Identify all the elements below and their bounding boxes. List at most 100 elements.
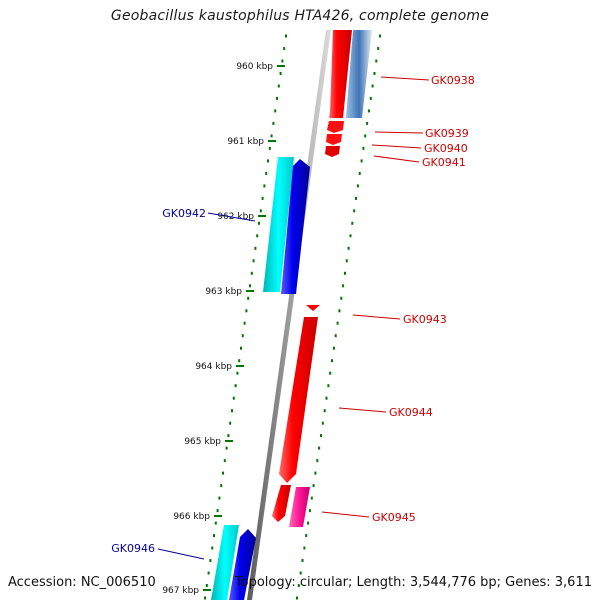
track-dot: [245, 309, 248, 313]
track-dot: [377, 47, 380, 50]
track-dot: [321, 421, 324, 425]
track-dot: [331, 359, 333, 363]
gene-label[interactable]: GK0941: [422, 156, 466, 169]
scale-tick-label: 960 kbp: [236, 62, 273, 72]
gene-leader-line: [338, 407, 387, 413]
track-dot: [332, 346, 335, 350]
scale-tick-label: 962 kbp: [217, 212, 254, 222]
track-dot: [356, 184, 359, 188]
gene-label[interactable]: GK0938: [431, 74, 475, 87]
track-dot: [327, 384, 330, 388]
accession-text: Accession: NC_006510: [8, 575, 156, 590]
track-dot: [218, 496, 221, 500]
gene-arrow-gk0944[interactable]: [279, 317, 318, 483]
scale-tick-label: 965 kbp: [184, 437, 221, 447]
gene-block-gk0946-cyan[interactable]: [211, 525, 239, 600]
track-dot: [351, 221, 354, 225]
gene-label[interactable]: GK0943: [403, 313, 447, 326]
track-dot: [316, 459, 319, 463]
track-dot: [261, 196, 264, 200]
track-dot: [375, 59, 378, 63]
gene-label[interactable]: GK0940: [424, 142, 468, 155]
track-dot: [236, 371, 239, 375]
gene-features: [211, 30, 372, 600]
track-dot: [263, 184, 266, 188]
track-dot: [371, 84, 374, 88]
right-track-dots: [296, 34, 381, 600]
track-dot: [299, 571, 302, 575]
gene-label[interactable]: GK0946: [111, 542, 155, 555]
gene-block-gk0942-cyan[interactable]: [263, 157, 294, 292]
track-dot: [338, 309, 341, 313]
track-dot: [225, 446, 228, 450]
track-dot: [277, 84, 280, 88]
scale-tick-label: 967 kbp: [162, 586, 199, 596]
track-dot: [276, 96, 278, 100]
track-dot: [220, 484, 223, 488]
track-dot: [234, 384, 237, 388]
track-dot: [314, 471, 317, 475]
track-dot: [227, 434, 230, 438]
track-dot: [320, 434, 322, 438]
gene-arrow-gk0943[interactable]: [306, 305, 320, 311]
track-dot: [305, 534, 308, 538]
track-dot: [258, 221, 260, 225]
track-dot: [274, 109, 277, 113]
track-dot: [231, 409, 233, 413]
track-dot: [267, 159, 269, 163]
track-dot: [307, 521, 310, 525]
track-dot: [232, 396, 235, 400]
track-dot: [297, 584, 300, 587]
track-dot: [296, 596, 298, 600]
track-dot: [360, 159, 363, 163]
track-dot: [366, 121, 369, 125]
track-dot: [369, 96, 372, 100]
gene-label[interactable]: GK0942: [162, 207, 206, 220]
gene-arrow-gk0939[interactable]: [327, 121, 344, 133]
track-dot: [301, 559, 304, 562]
track-dot: [349, 234, 352, 238]
gene-arrow-gk0945[interactable]: [272, 485, 291, 522]
track-dot: [247, 296, 250, 300]
track-dot: [207, 571, 210, 575]
track-dot: [325, 396, 328, 400]
track-dot: [334, 334, 337, 338]
track-dot: [238, 359, 241, 363]
gene-arrow-gk0946[interactable]: [229, 529, 256, 600]
track-dot: [342, 284, 345, 288]
track-dot: [250, 271, 253, 275]
track-dot: [323, 409, 326, 413]
track-dot: [270, 134, 273, 138]
gene-leader-line: [321, 511, 370, 518]
pseudo-feature-gk0945[interactable]: [289, 487, 310, 527]
track-dot: [345, 259, 348, 263]
gene-arrow-gk0941[interactable]: [325, 146, 340, 157]
track-dot: [312, 484, 315, 488]
gene-label[interactable]: GK0945: [372, 511, 416, 524]
track-dot: [240, 346, 242, 350]
track-dot: [205, 584, 208, 587]
track-dot: [214, 521, 217, 525]
track-dot: [340, 296, 343, 300]
track-dot: [272, 121, 275, 125]
rna-feature-gk0938[interactable]: [346, 30, 372, 118]
track-dot: [336, 321, 339, 325]
track-dot: [209, 559, 212, 562]
track-dot: [252, 259, 255, 263]
track-dot: [281, 59, 284, 63]
track-dot: [213, 534, 215, 538]
gene-label[interactable]: GK0944: [389, 406, 433, 419]
track-dot: [318, 446, 321, 450]
track-dot: [344, 271, 346, 275]
track-dot: [211, 546, 214, 550]
gene-label[interactable]: GK0939: [425, 127, 469, 140]
track-dot: [223, 459, 226, 463]
gene-arrow-gk0942[interactable]: [281, 159, 310, 294]
track-dot: [259, 209, 262, 213]
gene-arrow-gk0938[interactable]: [329, 30, 352, 118]
track-dot: [249, 284, 251, 288]
gene-arrow-gk0940[interactable]: [326, 134, 342, 145]
